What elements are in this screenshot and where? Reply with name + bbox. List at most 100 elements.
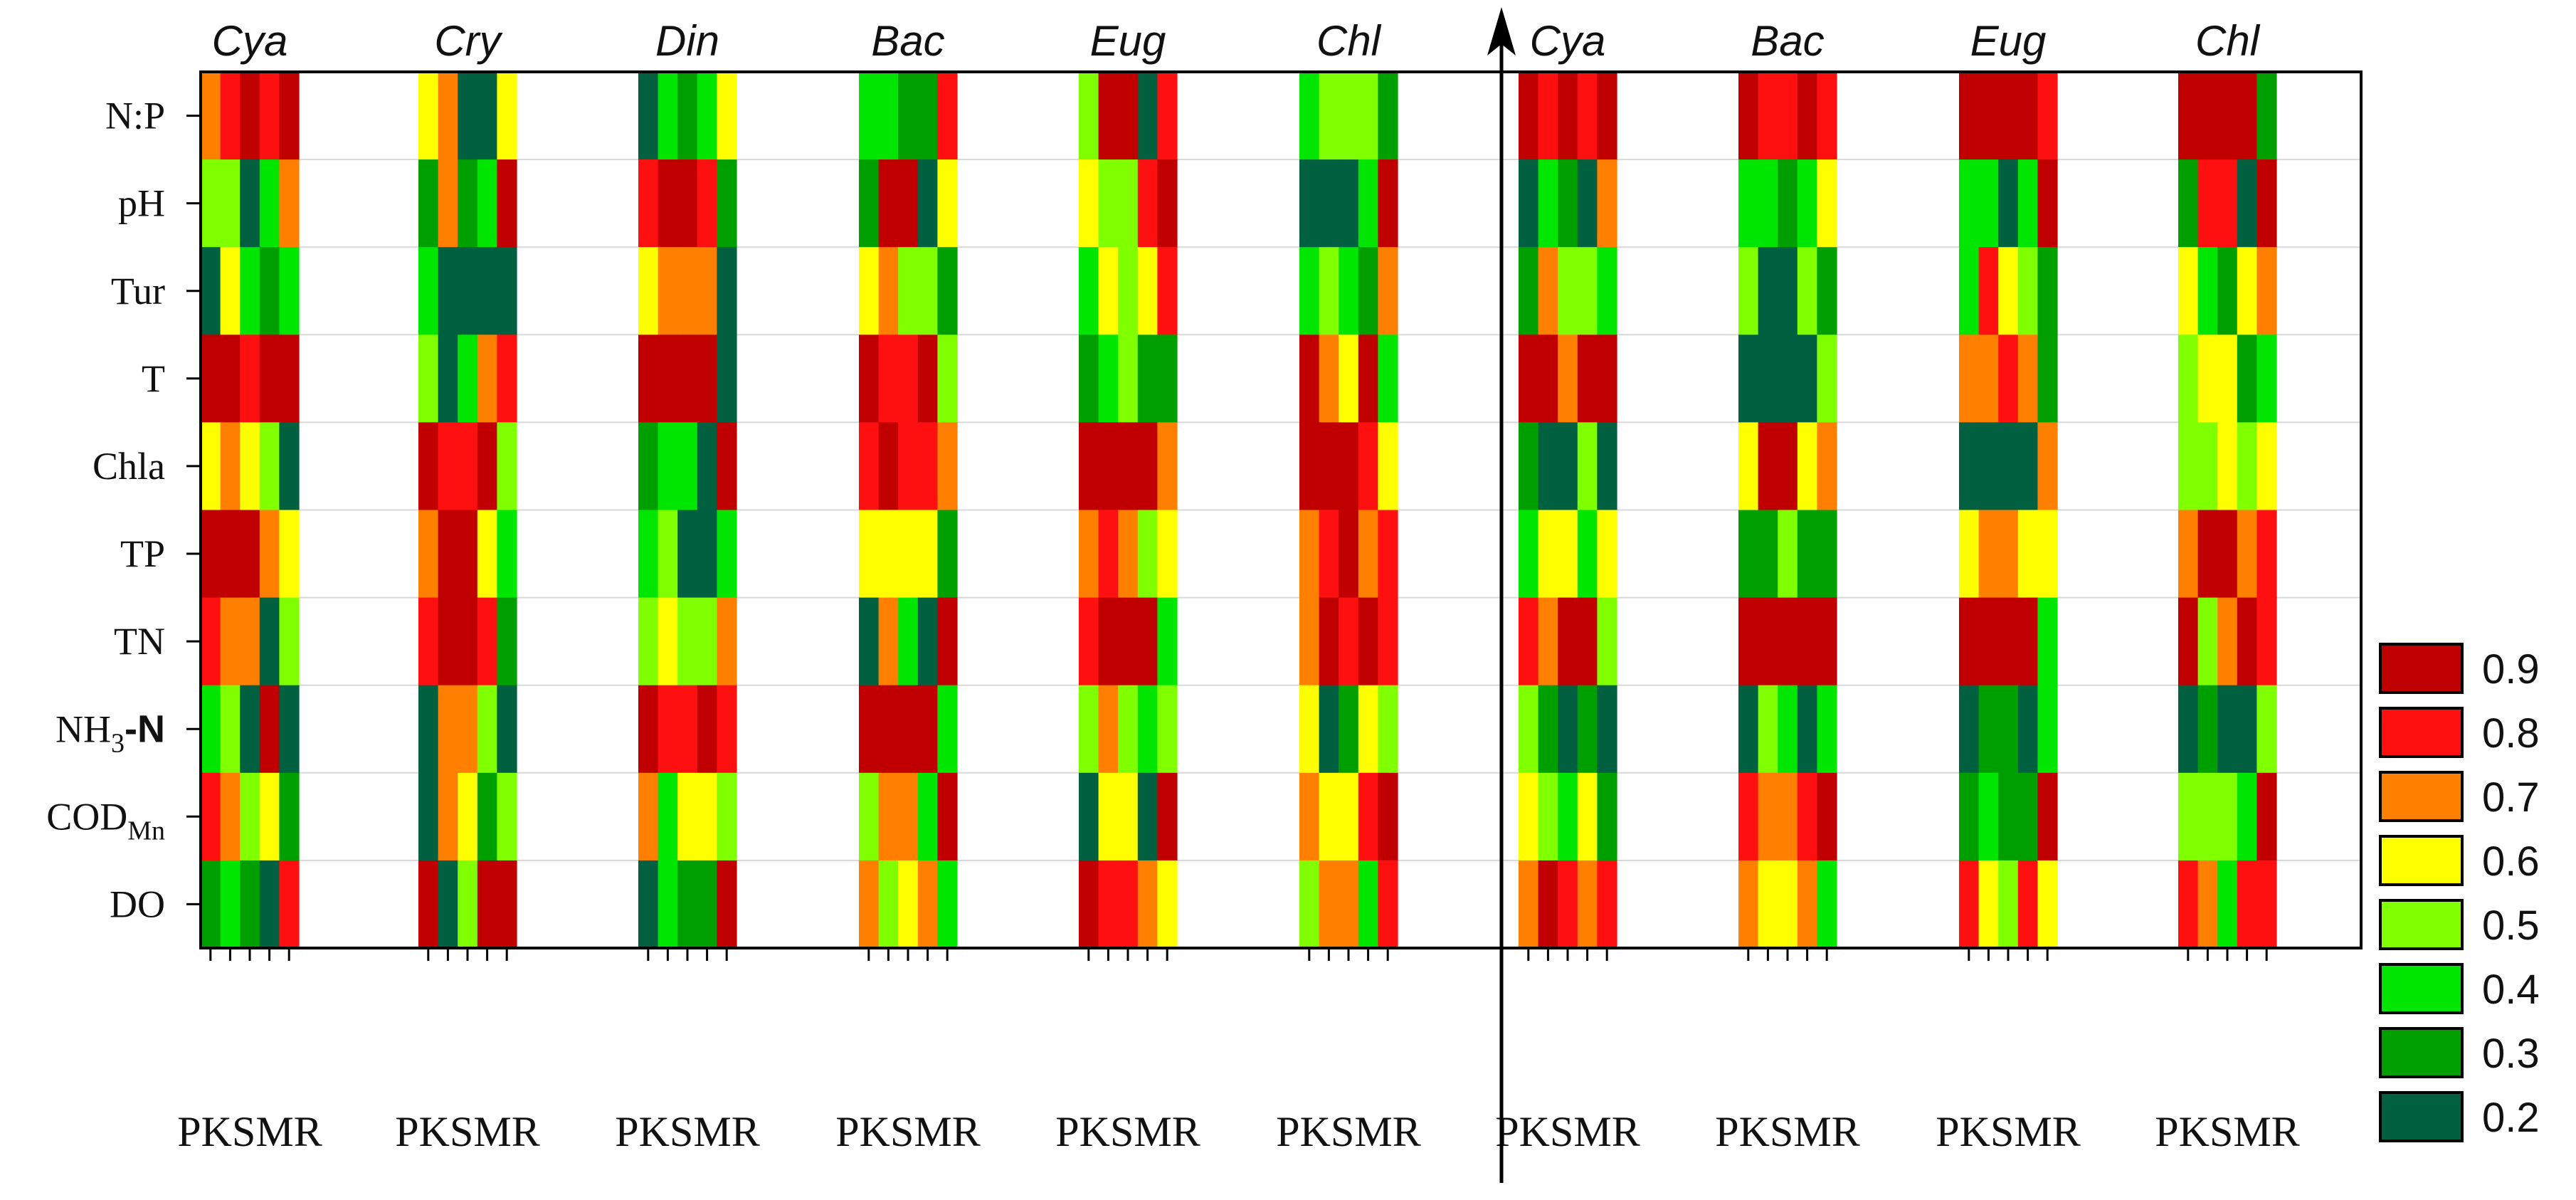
heatmap-cell [1959, 772, 1980, 861]
heatmap-group-right-chl [2178, 72, 2277, 949]
heatmap-cell [1738, 510, 1759, 599]
heatmap-cell [220, 247, 241, 335]
heatmap-cell [1758, 335, 1778, 423]
heatmap-cell [1538, 72, 1558, 160]
heatmap-cell [1538, 597, 1558, 686]
heatmap-cell [259, 860, 280, 949]
heatmap-cell [717, 422, 737, 511]
heatmap-cell [1738, 772, 1759, 861]
heatmap-cell [1157, 247, 1178, 335]
heatmap-cell [937, 422, 958, 511]
heatmap-cell [658, 772, 678, 861]
heatmap-cell [1978, 247, 1999, 335]
heatmap-cell [279, 772, 300, 861]
heatmap-cell [917, 247, 938, 335]
heatmap-cell [1538, 335, 1558, 423]
heatmap-cell [1118, 247, 1139, 335]
legend-label: 0.3 [2482, 1031, 2540, 1077]
heatmap-cell [677, 772, 698, 861]
heatmap-cell [1558, 860, 1578, 949]
heatmap-cell [859, 247, 880, 335]
heatmap-cell [1597, 597, 1617, 686]
heatmap-cell [2197, 335, 2218, 423]
heatmap-cell [1157, 72, 1178, 160]
heatmap-cell [917, 772, 938, 861]
heatmap-cell [1137, 335, 1158, 423]
heatmap-cell [898, 422, 919, 511]
heatmap-cell [438, 597, 458, 686]
heatmap-cell [201, 685, 221, 774]
heatmap-cell [937, 860, 958, 949]
heatmap-cell [259, 422, 280, 511]
heatmap-cell [1118, 159, 1139, 248]
heatmap-cell [898, 335, 919, 423]
heatmap-cell [1378, 335, 1398, 423]
heatmap-cell [1797, 597, 1817, 686]
heatmap-cell [2237, 510, 2257, 599]
heatmap-cell [1738, 422, 1759, 511]
column-labels: PKSMR [177, 1108, 322, 1155]
heatmap-cell [2017, 159, 2038, 248]
heatmap-cell [859, 772, 880, 861]
heatmap-cell [2017, 772, 2038, 861]
row-label: Tur [111, 270, 165, 312]
legend-label: 0.9 [2482, 646, 2540, 693]
heatmap-cell [1597, 510, 1617, 599]
heatmap-cell [1998, 860, 2019, 949]
heatmap-cell [279, 247, 300, 335]
row-label: T [142, 357, 165, 400]
heatmap-cell [2237, 72, 2257, 160]
heatmap-cell [458, 510, 478, 599]
heatmap-cell [2037, 772, 2058, 861]
heatmap-cell [1817, 159, 1837, 248]
heatmap-cell [259, 510, 280, 599]
group-label: Cry [434, 17, 503, 65]
heatmap-cell [477, 247, 497, 335]
heatmap-cell [1817, 685, 1837, 774]
heatmap-cell [1378, 72, 1398, 160]
column-labels: PKSMR [1715, 1108, 1859, 1155]
heatmap-cell [1079, 422, 1099, 511]
heatmap-cell [1758, 159, 1778, 248]
heatmap-cell [937, 159, 958, 248]
heatmap-cell [1519, 159, 1539, 248]
heatmap-cell [201, 772, 221, 861]
heatmap-cell [658, 335, 678, 423]
heatmap-cell [1137, 72, 1158, 160]
heatmap-cell [1577, 597, 1598, 686]
heatmap-cell [1797, 72, 1817, 160]
heatmap-cell [1817, 772, 1837, 861]
heatmap-cell [259, 72, 280, 160]
heatmap-cell [220, 510, 241, 599]
heatmap-cell [458, 159, 478, 248]
heatmap-cell [878, 772, 899, 861]
heatmap-cell [418, 335, 439, 423]
heatmap-cell [1358, 685, 1378, 774]
heatmap-cell [1378, 247, 1398, 335]
heatmap-cell [859, 685, 880, 774]
column-labels: PKSMR [835, 1108, 980, 1155]
column-labels: PKSMR [615, 1108, 759, 1155]
heatmap-cell [1079, 247, 1099, 335]
heatmap-cell [240, 597, 260, 686]
heatmap-cell [1577, 860, 1598, 949]
heatmap-cell [259, 772, 280, 861]
heatmap-cell [1118, 772, 1139, 861]
heatmap-group-left-chl [1299, 72, 1398, 949]
heatmap-cell [1137, 247, 1158, 335]
heatmap-cell [1098, 772, 1119, 861]
heatmap-cell [898, 72, 919, 160]
heatmap-cell [2217, 247, 2238, 335]
heatmap-cell [1758, 422, 1778, 511]
heatmap-cell [1519, 597, 1539, 686]
column-labels: PKSMR [2155, 1108, 2299, 1155]
heatmap-cell [1098, 247, 1119, 335]
heatmap-cell [1299, 72, 1320, 160]
heatmap-cell [2197, 72, 2218, 160]
heatmap-cell [279, 510, 300, 599]
heatmap-cell [697, 72, 717, 160]
heatmap-cell [1597, 772, 1617, 861]
heatmap-cell [477, 422, 497, 511]
legend-swatch [2379, 899, 2464, 950]
heatmap-cell [1797, 247, 1817, 335]
